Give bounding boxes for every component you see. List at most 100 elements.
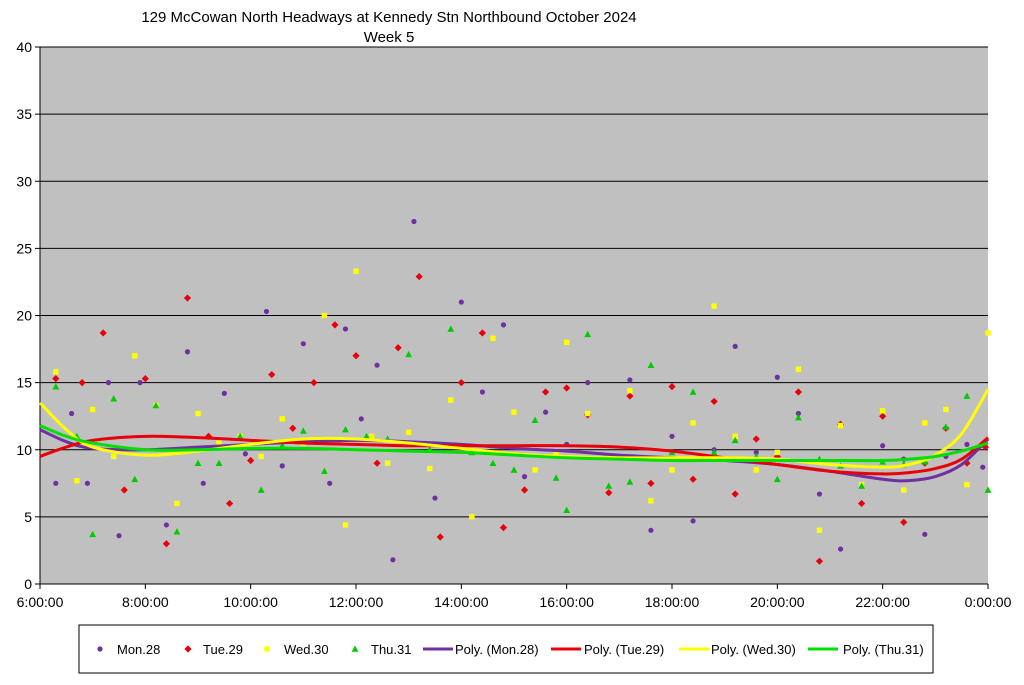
data-point	[584, 330, 592, 338]
data-point	[74, 477, 80, 484]
data-point	[358, 416, 364, 422]
legend-label: Tue.29	[203, 642, 243, 657]
legend-label: Thu.31	[371, 642, 411, 657]
data-point	[710, 397, 718, 406]
trendlines	[38, 388, 990, 483]
x-tick-label: 6:00:00	[17, 594, 64, 610]
y-tick-label: 20	[16, 308, 32, 324]
data-point	[215, 459, 223, 466]
data-point	[342, 426, 349, 433]
data-point	[263, 308, 270, 315]
trendline	[39, 424, 989, 463]
data-point	[327, 480, 333, 486]
data-point	[753, 467, 759, 473]
data-point	[436, 533, 444, 541]
data-point	[457, 379, 465, 387]
data-point	[690, 518, 696, 524]
data-point	[511, 409, 517, 415]
data-point	[111, 453, 117, 460]
data-point	[458, 299, 464, 305]
legend: Mon.28 Tue.29 Wed.30 Thu.31 Poly. (Mon.28) Po…	[97, 642, 924, 657]
data-point	[648, 527, 654, 533]
x-tick-label: 20:00:00	[750, 594, 805, 610]
data-point	[289, 424, 297, 432]
data-point	[880, 443, 886, 449]
data-point	[731, 436, 739, 444]
data-point	[795, 366, 802, 372]
y-tick-label: 15	[16, 375, 32, 391]
x-tick-label: 16:00:00	[539, 594, 594, 610]
data-point	[299, 427, 307, 434]
data-point	[53, 369, 59, 375]
data-point	[901, 487, 907, 493]
data-point	[411, 218, 417, 225]
legend-marker	[97, 646, 103, 652]
data-point	[353, 268, 359, 274]
data-point	[794, 388, 802, 396]
x-axis-ticks: 6:00:00 8:00:00 10:00:00 12:00:00 14:00:00 16…	[17, 584, 1012, 610]
data-point	[795, 413, 802, 421]
data-point	[963, 459, 971, 467]
data-point	[221, 390, 227, 396]
data-point	[52, 383, 60, 390]
data-point	[120, 486, 128, 494]
data-point	[585, 410, 591, 417]
data-point	[163, 522, 169, 528]
legend-label: Poly. (Mon.28)	[455, 642, 539, 657]
data-point	[795, 410, 802, 417]
data-point	[774, 449, 781, 456]
data-point	[279, 463, 285, 469]
data-point	[626, 478, 634, 485]
y-tick-label: 40	[16, 39, 32, 55]
legend-label: Wed.30	[284, 642, 329, 657]
data-point	[162, 540, 170, 548]
data-point	[605, 489, 613, 497]
data-point	[53, 480, 59, 486]
data-point	[300, 341, 306, 347]
legend-label: Mon.28	[117, 642, 160, 657]
data-point	[563, 384, 571, 392]
chart-subtitle: Week 5	[364, 29, 415, 46]
data-point	[922, 531, 928, 537]
data-point	[879, 408, 886, 414]
data-point	[116, 533, 122, 539]
data-point	[605, 482, 613, 489]
data-point	[647, 479, 655, 487]
data-point	[141, 374, 149, 383]
data-point	[815, 557, 824, 565]
y-tick-label: 10	[16, 442, 32, 458]
data-point	[374, 362, 380, 368]
data-point	[478, 329, 486, 337]
data-point	[131, 475, 139, 483]
data-point	[837, 422, 844, 429]
data-point	[84, 480, 90, 486]
data-point	[816, 491, 823, 497]
data-point	[731, 490, 739, 498]
x-tick-label: 22:00:00	[855, 594, 910, 610]
data-point	[195, 410, 201, 417]
x-tick-label: 14:00:00	[434, 594, 489, 610]
data-point	[510, 466, 518, 473]
data-point	[321, 312, 328, 319]
data-point	[532, 467, 538, 473]
chart-title: 129 McCowan North Headways at Kennedy St…	[141, 9, 636, 26]
data-point	[226, 499, 234, 508]
data-point	[405, 350, 413, 358]
data-point	[732, 343, 738, 349]
x-tick-label: 0:00:00	[965, 594, 1012, 610]
y-tick-label: 30	[16, 173, 32, 189]
data-point	[247, 456, 255, 465]
data-point	[879, 412, 887, 420]
data-point	[257, 486, 265, 493]
data-point	[258, 453, 264, 460]
data-point	[985, 330, 991, 336]
data-point	[405, 429, 412, 435]
data-point	[669, 467, 675, 473]
data-point	[773, 452, 781, 461]
data-point	[105, 380, 112, 386]
data-point	[837, 546, 844, 552]
data-point	[394, 344, 402, 352]
data-point	[89, 530, 97, 538]
data-point	[448, 397, 454, 403]
legend-label: Poly. (Wed.30)	[711, 642, 796, 657]
